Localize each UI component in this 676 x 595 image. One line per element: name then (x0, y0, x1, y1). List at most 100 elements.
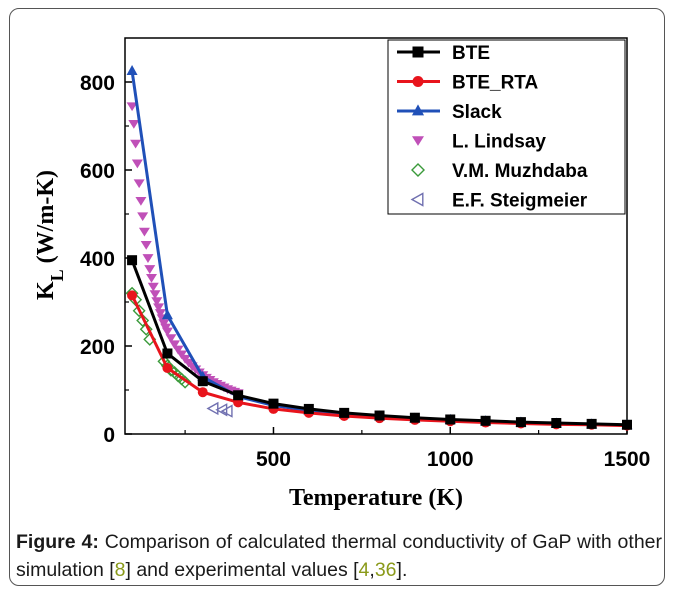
data-point (162, 363, 173, 373)
caption-text-c: ]. (396, 559, 408, 581)
data-point (137, 212, 149, 222)
data-point (139, 322, 153, 336)
data-point (206, 401, 219, 416)
data-point (144, 265, 156, 274)
data-point (339, 407, 350, 418)
caption-text-b: ] and experimental values [ (125, 559, 359, 581)
figure-caption: Figure 4: Comparison of calculated therm… (16, 528, 662, 584)
caption-ref-4[interactable]: 4 (358, 559, 370, 581)
data-point (132, 304, 146, 318)
data-point (146, 273, 158, 283)
data-point (165, 334, 177, 344)
data-point (233, 390, 244, 401)
y-tick-label-400: 400 (80, 248, 115, 271)
y-tick-label-800: 800 (80, 72, 115, 95)
caption-ref-8[interactable]: 8 (114, 559, 126, 581)
data-point (586, 418, 597, 429)
caption-ref-36[interactable]: 36 (374, 559, 397, 581)
data-point (215, 403, 228, 417)
legend-marker (411, 163, 425, 177)
legend-label: E.F. Steigmeier (452, 191, 588, 212)
data-point (161, 309, 173, 320)
data-point (622, 419, 632, 430)
y-axis-label-sub: L (47, 269, 67, 281)
data-point (168, 340, 180, 350)
legend-marker (412, 136, 424, 146)
y-axis-label: KL (W/m-K) (33, 170, 67, 300)
data-point (220, 404, 233, 418)
legend-item-l-lindsay: L. Lindsay (412, 132, 546, 153)
data-point (153, 303, 165, 313)
y-tick-label-0: 0 (103, 424, 115, 447)
y-axis-label-main: K (33, 281, 59, 300)
legend-marker (411, 104, 425, 116)
data-point (480, 415, 491, 426)
legend-label: V.M. Muzhdaba (452, 161, 588, 182)
data-point (161, 327, 173, 337)
data-point (178, 375, 192, 389)
caption-label: Figure 4: (16, 531, 99, 553)
caption-comma: , (369, 559, 375, 581)
data-point (136, 313, 150, 327)
legend-label: BTE (452, 43, 490, 64)
y-tick-label-200: 200 (80, 336, 115, 359)
legend-marker (412, 76, 424, 87)
series-bte-rta (127, 290, 632, 431)
legend-label: L. Lindsay (452, 132, 546, 153)
data-point (409, 412, 420, 423)
caption-text-a: Comparison of calculated thermal conduct… (16, 531, 663, 581)
series-line (130, 259, 628, 427)
data-point (126, 65, 138, 75)
legend-item-slack: Slack (397, 102, 502, 123)
data-point (154, 309, 166, 318)
data-point (445, 414, 456, 425)
data-point (128, 119, 140, 129)
data-point (126, 102, 138, 112)
data-point (172, 345, 184, 355)
x-tick-label-1000: 1000 (427, 448, 474, 471)
figure-frame (9, 8, 665, 586)
legend-item-bte: BTE (397, 43, 490, 64)
data-point (130, 139, 142, 149)
legend-item-bte-rta: BTE_RTA (397, 73, 538, 94)
series-line (130, 294, 628, 428)
data-point (138, 227, 150, 237)
data-point (142, 254, 154, 263)
series-e-f-steigmeier (206, 401, 233, 418)
legend-label: BTE_RTA (452, 73, 538, 94)
thermal-conductivity-chart: 0 200 400 600 800 500 1000 1500 BTE BTE_RTA Slack… (33, 37, 651, 511)
legend: BTE BTE_RTA Slack L. Lindsay V.M. Muzhdaba E.… (387, 39, 626, 215)
legend-marker (410, 192, 424, 207)
data-point (127, 255, 138, 266)
data-point (147, 282, 159, 292)
data-point (268, 398, 279, 409)
data-point (133, 179, 145, 189)
y-axis-label-unit: (W/m-K) (33, 170, 59, 269)
legend-marker (412, 46, 424, 58)
data-point (374, 410, 385, 421)
data-point (158, 319, 170, 329)
data-point (135, 196, 147, 206)
x-tick-label-1500: 1500 (604, 448, 651, 471)
data-point (162, 348, 173, 359)
series-bte (127, 255, 632, 430)
legend-item-e-f-steigmeier: E.F. Steigmeier (410, 191, 588, 212)
data-point (197, 387, 208, 398)
data-point (197, 376, 208, 387)
y-tick-label-600: 600 (80, 160, 115, 183)
x-tick-label-500: 500 (256, 448, 291, 471)
data-point (127, 290, 138, 301)
data-point (140, 240, 152, 250)
legend-box (387, 39, 626, 215)
legend-label: Slack (452, 102, 502, 123)
data-point (131, 159, 143, 169)
data-point (149, 290, 161, 300)
data-point (303, 403, 314, 414)
axes: 0 200 400 600 800 500 1000 1500 (80, 37, 651, 471)
data-point (551, 418, 562, 428)
legend-item-v-m-muzhdaba: V.M. Muzhdaba (411, 161, 588, 182)
plot-frame (124, 37, 628, 435)
x-axis-label: Temperature (K) (289, 485, 463, 511)
chart-marks (125, 65, 633, 431)
data-point (151, 297, 163, 307)
